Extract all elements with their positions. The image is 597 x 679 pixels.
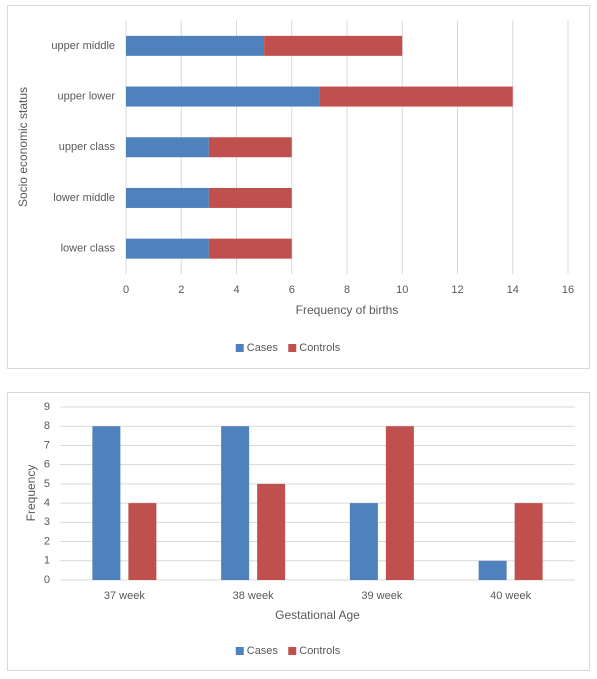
- bar-segment: [126, 35, 265, 56]
- y-tick-label: 2: [44, 535, 50, 547]
- y-tick-label: 6: [44, 459, 50, 471]
- legend-label: Controls: [299, 342, 340, 354]
- y-axis-title: Frequency: [24, 465, 38, 522]
- y-tick-label: upper class: [59, 141, 116, 153]
- bar-segment: [126, 86, 320, 107]
- x-tick-label: 0: [123, 284, 129, 296]
- x-tick-label: 4: [233, 284, 239, 296]
- bar: [385, 426, 414, 580]
- legend-swatch: [288, 344, 297, 352]
- bar: [221, 426, 250, 580]
- x-tick-label: 37 week: [104, 590, 145, 602]
- y-tick-label: 9: [44, 401, 50, 413]
- y-tick-label: lower middle: [53, 192, 115, 204]
- y-tick-label: 1: [44, 555, 50, 567]
- legend-label: Cases: [247, 645, 279, 657]
- bar-segment: [208, 238, 292, 259]
- legend-label: Controls: [299, 645, 340, 657]
- bar: [128, 503, 157, 580]
- bar-segment: [208, 137, 292, 158]
- y-tick-label: 7: [44, 439, 50, 451]
- y-tick-label: 5: [44, 478, 50, 490]
- x-axis-title: Frequency of births: [296, 303, 399, 317]
- bar: [478, 560, 507, 580]
- bar: [257, 483, 286, 580]
- x-tick-label: 14: [507, 284, 519, 296]
- x-tick-label: 8: [344, 284, 350, 296]
- x-tick-label: 6: [289, 284, 295, 296]
- x-axis-title: Gestational Age: [275, 608, 360, 622]
- y-axis-title: Socio economic status: [16, 87, 30, 207]
- x-tick-label: 16: [562, 284, 574, 296]
- x-tick-label: 10: [396, 284, 408, 296]
- y-tick-label: lower class: [61, 243, 116, 255]
- bar: [514, 503, 543, 580]
- bar-segment: [126, 238, 209, 259]
- x-tick-label: 38 week: [233, 590, 274, 602]
- y-tick-label: 0: [44, 574, 50, 586]
- bar-segment: [208, 187, 292, 208]
- legend-label: Cases: [247, 342, 279, 354]
- y-tick-label: 8: [44, 420, 50, 432]
- bar: [349, 503, 378, 580]
- bar-segment: [126, 137, 209, 158]
- y-tick-label: 4: [44, 497, 50, 509]
- y-tick-label: 3: [44, 516, 50, 528]
- legend-swatch: [235, 647, 244, 655]
- x-tick-label: 39 week: [361, 590, 402, 602]
- y-tick-label: upper middle: [51, 40, 115, 52]
- chart-frame: [7, 5, 590, 369]
- x-tick-label: 12: [451, 284, 463, 296]
- legend-swatch: [235, 344, 244, 352]
- bar-segment: [264, 35, 403, 56]
- bar-segment: [319, 86, 513, 107]
- x-tick-label: 40 week: [490, 590, 531, 602]
- bar-segment: [126, 187, 209, 208]
- legend-swatch: [288, 647, 297, 655]
- y-tick-label: upper lower: [58, 90, 116, 102]
- bar: [92, 426, 121, 580]
- x-tick-label: 2: [178, 284, 184, 296]
